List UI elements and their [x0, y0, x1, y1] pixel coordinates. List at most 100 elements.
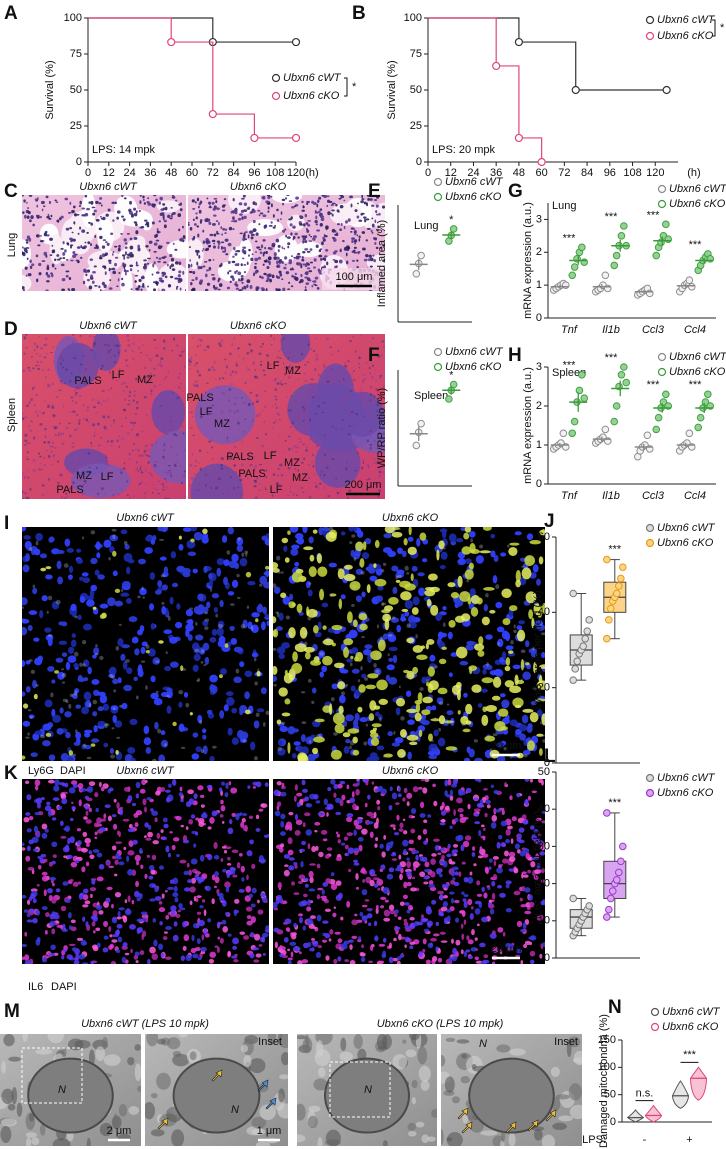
texture-blob — [351, 237, 355, 239]
texture-blob — [124, 399, 125, 401]
texture-blob — [65, 198, 69, 201]
texture-blob — [346, 901, 350, 908]
texture-blob — [266, 620, 270, 626]
texture-blob — [291, 206, 294, 209]
texture-blob — [238, 278, 240, 281]
texture-blob — [326, 261, 328, 265]
texture-blob — [88, 222, 91, 224]
texture-blob — [119, 624, 122, 626]
texture-blob — [348, 218, 351, 222]
texture-blob — [376, 210, 378, 213]
texture-blob — [61, 216, 64, 219]
texture-blob — [394, 914, 398, 917]
texture-blob — [123, 685, 132, 691]
texture-blob — [243, 264, 246, 266]
texture-blob — [488, 902, 491, 907]
texture-blob — [174, 886, 178, 892]
texture-blob — [215, 287, 218, 290]
texture-blob — [482, 677, 494, 683]
texture-blob — [508, 650, 513, 653]
texture-blob — [133, 208, 136, 211]
texture-blob — [29, 841, 32, 844]
texture-blob — [270, 334, 272, 337]
texture-blob — [485, 634, 493, 639]
texture-blob — [370, 832, 374, 838]
texture-blob — [61, 382, 63, 384]
texture-blob — [355, 789, 359, 796]
texture-blob — [289, 594, 293, 601]
texture-blob — [493, 856, 499, 860]
texture-blob — [54, 427, 56, 430]
texture-blob — [222, 846, 226, 849]
texture-blob — [93, 700, 98, 705]
texture-blob — [31, 670, 35, 674]
texture-blob — [193, 271, 196, 274]
texture-blob — [24, 336, 27, 339]
texture-blob — [103, 743, 108, 748]
texture-blob — [287, 495, 289, 496]
texture-blob — [130, 421, 132, 423]
texture-blob — [228, 410, 231, 413]
texture-blob — [325, 225, 329, 229]
texture-blob — [201, 749, 204, 753]
texture-blob — [125, 272, 127, 276]
texture-blob — [125, 242, 128, 245]
texture-blob — [36, 939, 41, 946]
texture-blob — [160, 829, 163, 833]
texture-blob — [43, 859, 47, 863]
texture-blob — [116, 737, 120, 739]
texture-blob — [287, 531, 291, 535]
texture-blob — [35, 779, 41, 786]
texture-blob — [325, 463, 328, 465]
texture-blob — [108, 260, 112, 262]
texture-blob — [137, 928, 141, 934]
image-title: Ubxn6 cKO — [230, 181, 287, 193]
texture-blob — [167, 215, 170, 219]
texture-blob — [385, 525, 395, 533]
texture-blob — [243, 935, 249, 940]
texture-blob — [284, 864, 288, 867]
texture-blob — [412, 566, 418, 572]
texture-blob — [388, 597, 399, 605]
texture-blob — [190, 538, 194, 542]
texture-blob — [136, 265, 139, 267]
texture-blob — [124, 197, 127, 199]
texture-blob — [175, 200, 177, 202]
panel-letter: K — [4, 763, 18, 784]
texture-blob — [154, 487, 156, 489]
region-label: PALS — [56, 484, 83, 496]
texture-blob — [327, 495, 329, 497]
texture-blob — [93, 849, 100, 853]
texture-blob — [271, 344, 273, 345]
texture-blob — [248, 249, 251, 251]
texture-blob — [333, 784, 338, 790]
texture-blob — [84, 900, 90, 904]
texture-blob — [501, 588, 511, 598]
texture-blob — [303, 420, 305, 422]
texture-blob — [21, 246, 24, 248]
texture-blob — [243, 209, 247, 212]
texture-blob — [362, 552, 369, 559]
texture-blob — [307, 220, 311, 222]
texture-blob — [254, 756, 258, 760]
texture-blob — [146, 650, 150, 653]
texture-blob — [90, 350, 93, 351]
texture-blob — [33, 585, 36, 588]
texture-blob — [72, 334, 74, 336]
texture-blob — [244, 253, 246, 255]
texture-blob — [257, 210, 260, 212]
texture-blob — [408, 547, 417, 555]
texture-blob — [399, 822, 403, 828]
texture-blob — [365, 685, 376, 690]
texture-blob — [299, 438, 301, 440]
texture-blob — [299, 223, 303, 226]
texture-blob — [201, 649, 204, 653]
texture-blob — [147, 959, 150, 965]
texture-blob — [200, 339, 202, 342]
texture-blob — [355, 873, 358, 880]
texture-blob — [422, 697, 433, 704]
texture-blob — [263, 264, 265, 266]
texture-blob — [180, 413, 181, 415]
texture-blob — [331, 368, 333, 369]
texture-blob — [194, 532, 203, 541]
